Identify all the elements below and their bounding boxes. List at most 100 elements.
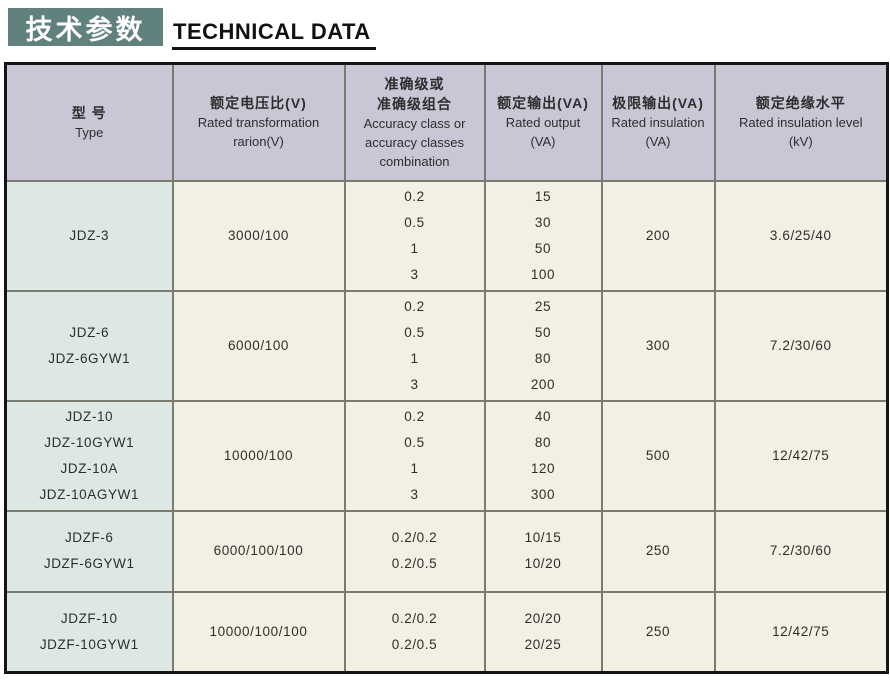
cell-type: JDZ-6 JDZ-6GYW1 — [4, 289, 174, 402]
cell-rated-output: 25 50 80 200 — [483, 289, 603, 402]
table-row: JDZF-10 JDZF-10GYW1 10000/100/100 0.2/0.2 0.… — [4, 590, 889, 674]
column-header-cn-line: 准确级组合 — [377, 95, 452, 112]
cell-line: JDZ-6 — [69, 324, 110, 340]
cell-line: 0.2/0.2 — [391, 610, 438, 626]
cell-ratio: 6000/100 — [171, 289, 346, 402]
column-header-cn-line: 准确级或 — [384, 75, 445, 92]
column-header-en-line: Rated output — [505, 115, 581, 131]
cell-insulation-level: 12/42/75 — [713, 590, 889, 674]
cell-line: 0.2 — [404, 408, 425, 424]
cell-line: 6000/100 — [227, 337, 290, 353]
cell-line: 10/20 — [524, 556, 562, 571]
cell-accuracy: 0.2 0.5 1 3 — [343, 399, 486, 512]
cell-line: 300 — [530, 486, 556, 502]
cell-line: 10000/100 — [223, 447, 294, 463]
table-row: JDZ-3 3000/100 0.2 0.5 1 3 15 30 50 100 200 3.6/25/… — [4, 179, 889, 292]
cell-line: 250 — [645, 623, 671, 639]
cell-ratio: 6000/100/100 — [171, 509, 346, 593]
cell-line: 80 — [534, 434, 552, 450]
cell-type: JDZF-6 JDZF-6GYW1 — [4, 509, 174, 593]
column-header-ratio: 额定电压比(V) Rated transformation rarion(V) — [171, 62, 346, 182]
cell-line: 50 — [534, 240, 552, 256]
cell-line: 40 — [534, 408, 552, 424]
column-header-limit-output: 极限输出(VA) Rated insulation (VA) — [600, 62, 716, 182]
cell-ratio: 10000/100/100 — [171, 590, 346, 674]
title-cn-block: 技术参数 — [8, 8, 163, 46]
cell-rated-output: 40 80 120 300 — [483, 399, 603, 512]
cell-line: 3 — [410, 266, 419, 282]
column-header-en-line: Rated transformation — [197, 115, 320, 131]
cell-line: 500 — [645, 447, 671, 463]
column-header-en-line: combination — [379, 153, 450, 169]
cell-limit-output: 300 — [600, 289, 716, 402]
cell-line: 0.2 — [404, 298, 425, 314]
column-header-cn-line: 极限输出(VA) — [612, 95, 704, 112]
column-header-en-line: rarion(V) — [233, 134, 284, 150]
column-header-en-line: (kV) — [788, 134, 813, 150]
cell-line: JDZ-10GYW1 — [44, 434, 135, 450]
column-header-cn-line: 额定输出(VA) — [497, 95, 589, 112]
column-header-en-line: Rated insulation — [611, 115, 705, 131]
cell-limit-output: 500 — [600, 399, 716, 512]
column-header-en-line: Rated insulation level — [738, 115, 863, 131]
column-header-cn-line: 额定绝缘水平 — [755, 95, 846, 112]
column-header-en-line: Type — [75, 124, 104, 140]
cell-line: JDZF-10GYW1 — [39, 636, 139, 652]
cell-line: 10/15 — [524, 530, 562, 545]
cell-line: 0.2/0.5 — [391, 636, 438, 652]
column-header-cn-line: 型 号 — [71, 104, 107, 121]
cell-accuracy: 0.2 0.5 1 3 — [343, 289, 486, 402]
cell-line: 0.2/0.5 — [391, 556, 438, 571]
column-header-en-line: accuracy classes — [365, 134, 464, 150]
cell-limit-output: 200 — [600, 179, 716, 292]
cell-line: 3 — [410, 376, 419, 392]
cell-line: JDZ-10AGYW1 — [39, 486, 140, 502]
cell-line: 20/20 — [524, 610, 562, 626]
cell-line: 12/42/75 — [772, 623, 830, 639]
column-header-cn-line: 额定电压比(V) — [210, 95, 307, 112]
cell-line: JDZF-6GYW1 — [43, 556, 135, 571]
cell-line: 250 — [645, 543, 671, 558]
cell-line: 10000/100/100 — [209, 623, 308, 639]
cell-rated-output: 15 30 50 100 — [483, 179, 603, 292]
table-row: JDZ-6 JDZ-6GYW1 6000/100 0.2 0.5 1 3 25 50 80 200 3… — [4, 289, 889, 402]
cell-line: 30 — [534, 214, 552, 230]
cell-line: 3.6/25/40 — [769, 227, 832, 243]
cell-line: 80 — [534, 350, 552, 366]
cell-type: JDZF-10 JDZF-10GYW1 — [4, 590, 174, 674]
cell-line: 1 — [410, 460, 419, 476]
cell-accuracy: 0.2/0.2 0.2/0.5 — [343, 509, 486, 593]
cell-line: JDZF-6 — [64, 530, 114, 545]
cell-line: JDZ-3 — [69, 227, 110, 243]
cell-line: 25 — [534, 298, 552, 314]
cell-line: JDZ-10 — [65, 408, 114, 424]
cell-line: 12/42/75 — [772, 447, 830, 463]
cell-line: 20/25 — [524, 636, 562, 652]
column-header-type: 型 号 Type — [4, 62, 174, 182]
cell-limit-output: 250 — [600, 590, 716, 674]
cell-line: 300 — [645, 337, 671, 353]
cell-ratio: 10000/100 — [171, 399, 346, 512]
cell-accuracy: 0.2/0.2 0.2/0.5 — [343, 590, 486, 674]
cell-insulation-level: 7.2/30/60 — [713, 509, 889, 593]
cell-line: 0.5 — [404, 214, 425, 230]
table-row: JDZF-6 JDZF-6GYW1 6000/100/100 0.2/0.2 0.2/0… — [4, 509, 889, 593]
cell-line: JDZ-6GYW1 — [48, 350, 131, 366]
column-header-en-line: Accuracy class or — [363, 115, 466, 131]
cell-line: JDZ-10A — [60, 460, 118, 476]
cell-rated-output: 20/20 20/25 — [483, 590, 603, 674]
cell-type: JDZ-3 — [4, 179, 174, 292]
cell-line: 6000/100/100 — [213, 543, 304, 558]
cell-line: 100 — [530, 266, 556, 282]
cell-line: JDZF-10 — [60, 610, 118, 626]
cell-line: 15 — [534, 188, 552, 204]
cell-line: 0.5 — [404, 434, 425, 450]
cell-line: 3000/100 — [227, 227, 290, 243]
column-header-accuracy: 准确级或准确级组合 Accuracy class or accuracy class… — [343, 62, 486, 182]
cell-ratio: 3000/100 — [171, 179, 346, 292]
cell-line: 0.2 — [404, 188, 425, 204]
technical-data-table: 型 号 Type 额定电压比(V) Rated transformation rario… — [4, 62, 889, 674]
page-title-cn: 技术参数 — [25, 14, 146, 45]
cell-line: 1 — [410, 350, 419, 366]
cell-accuracy: 0.2 0.5 1 3 — [343, 179, 486, 292]
